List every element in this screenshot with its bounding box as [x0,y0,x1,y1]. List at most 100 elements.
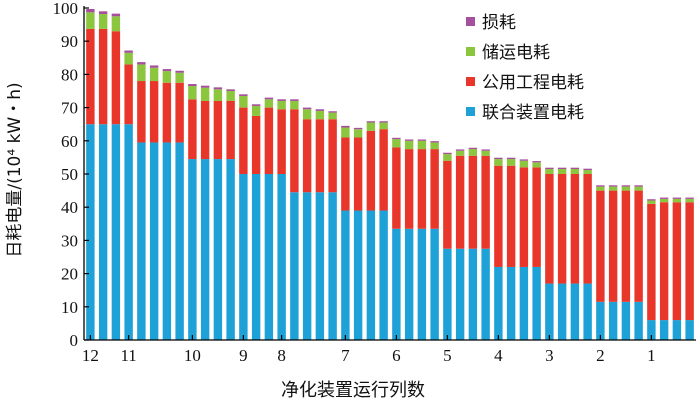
bar-12-2-u [98,124,108,340]
bar-12-2-p [98,28,108,125]
bar-6-1-u [392,228,401,340]
bar-12-1-l [86,9,95,13]
x-tick-label-12: 12 [82,346,99,365]
bar-4-2-s [506,159,516,166]
bar-8-5-u [328,192,337,340]
bar-7-2-l [353,127,363,130]
bar-11-3-s [149,67,159,82]
bar-10-2-u [200,159,210,340]
bar-10-3-u [213,159,223,340]
bar-10-2-l [200,85,210,88]
x-tick-label-7: 7 [341,346,350,365]
bar-12-3-p [111,31,121,125]
bar-12-2-l [98,11,108,14]
bar-7-3-l [366,121,376,123]
bar-12-3-l [111,13,121,17]
bar-5-3-s [468,149,478,156]
bar-4-3-p [519,167,529,267]
bar-9-2-s [251,105,261,116]
bar-9-3-l [264,97,274,100]
bar-8-3-s [302,109,312,120]
bar-8-4-u [315,192,325,340]
bar-4-4-u [532,266,541,340]
bar-8-3-p [302,119,312,193]
bar-1-3-u [672,320,682,340]
bar-2-2-l [608,185,618,187]
bar-8-5-p [328,119,337,193]
bar-1-4-u [685,320,694,340]
y-tick-label-30: 30 [61,231,78,250]
bar-1-3-l [672,197,682,199]
bar-7-3-u [366,210,376,340]
bar-11-4-p [162,82,172,143]
bar-6-3-l [417,139,427,141]
bar-3-2-p [557,174,567,284]
bar-5-1-p [443,160,452,249]
x-tick-label-9: 9 [239,346,248,365]
bar-5-2-p [455,155,465,249]
bar-7-2-p [353,137,363,211]
bar-3-4-s [583,170,592,174]
bar-7-1-s [341,127,350,138]
bar-7-4-s [379,122,388,130]
bar-8-1-u [277,174,286,340]
bar-10-1-p [188,99,197,160]
bar-9-1-l [239,94,248,96]
bar-8-1-s [277,100,286,110]
bar-7-2-u [353,210,363,340]
bar-6-1-s [392,139,401,148]
bar-10-1-u [188,159,197,340]
bar-9-3-u [264,174,274,340]
bar-1-2-s [659,198,669,203]
bar-3-1-l [545,167,554,170]
bar-3-2-l [557,167,567,170]
bar-11-1-s [124,52,133,65]
bar-9-2-p [251,115,261,174]
x-tick-label-4: 4 [494,346,503,365]
bar-10-4-s [226,91,235,101]
bar-3-3-l [570,167,580,170]
bar-1-3-p [672,202,682,321]
bar-5-4-l [481,149,490,151]
bar-3-2-s [557,169,567,174]
legend-label-u: 联合装置电耗 [482,103,584,123]
bar-9-3-s [264,99,274,108]
bar-4-2-l [506,157,516,160]
bar-10-1-s [188,86,197,100]
bar-12-1-s [86,12,95,29]
x-tick-label-11: 11 [120,346,136,365]
bar-11-5-l [175,70,184,73]
bar-8-4-s [315,110,325,120]
axes-layer [83,6,696,341]
bar-5-1-u [443,248,452,340]
legend-label-s: 储运电耗 [482,43,550,63]
bar-2-4-l [634,185,643,187]
bar-1-4-p [685,202,694,321]
bar-8-2-p [290,109,299,193]
bar-9-1-s [239,95,248,108]
bar-3-3-p [570,174,580,284]
bar-11-2-l [137,62,146,65]
bar-5-1-s [443,154,452,161]
bar-11-1-p [124,64,133,125]
bar-10-3-p [213,100,223,160]
bar-3-4-p [583,174,592,284]
bar-4-3-u [519,266,529,340]
bar-6-2-l [404,139,414,141]
bar-11-4-s [162,71,172,83]
bar-4-1-u [494,266,503,340]
bar-1-4-s [685,198,694,203]
bar-10-4-u [226,159,235,340]
bar-4-4-p [532,167,541,267]
bar-6-3-p [417,149,427,229]
x-tick-label-10: 10 [184,346,201,365]
bar-4-3-s [519,160,529,168]
bar-8-3-u [302,192,312,340]
y-tick-label-100: 100 [53,0,79,18]
bar-2-3-u [621,301,631,340]
y-tick-label-60: 60 [61,132,78,151]
bar-1-2-l [659,197,669,199]
bar-10-4-p [226,100,235,160]
bar-5-4-s [481,150,490,156]
